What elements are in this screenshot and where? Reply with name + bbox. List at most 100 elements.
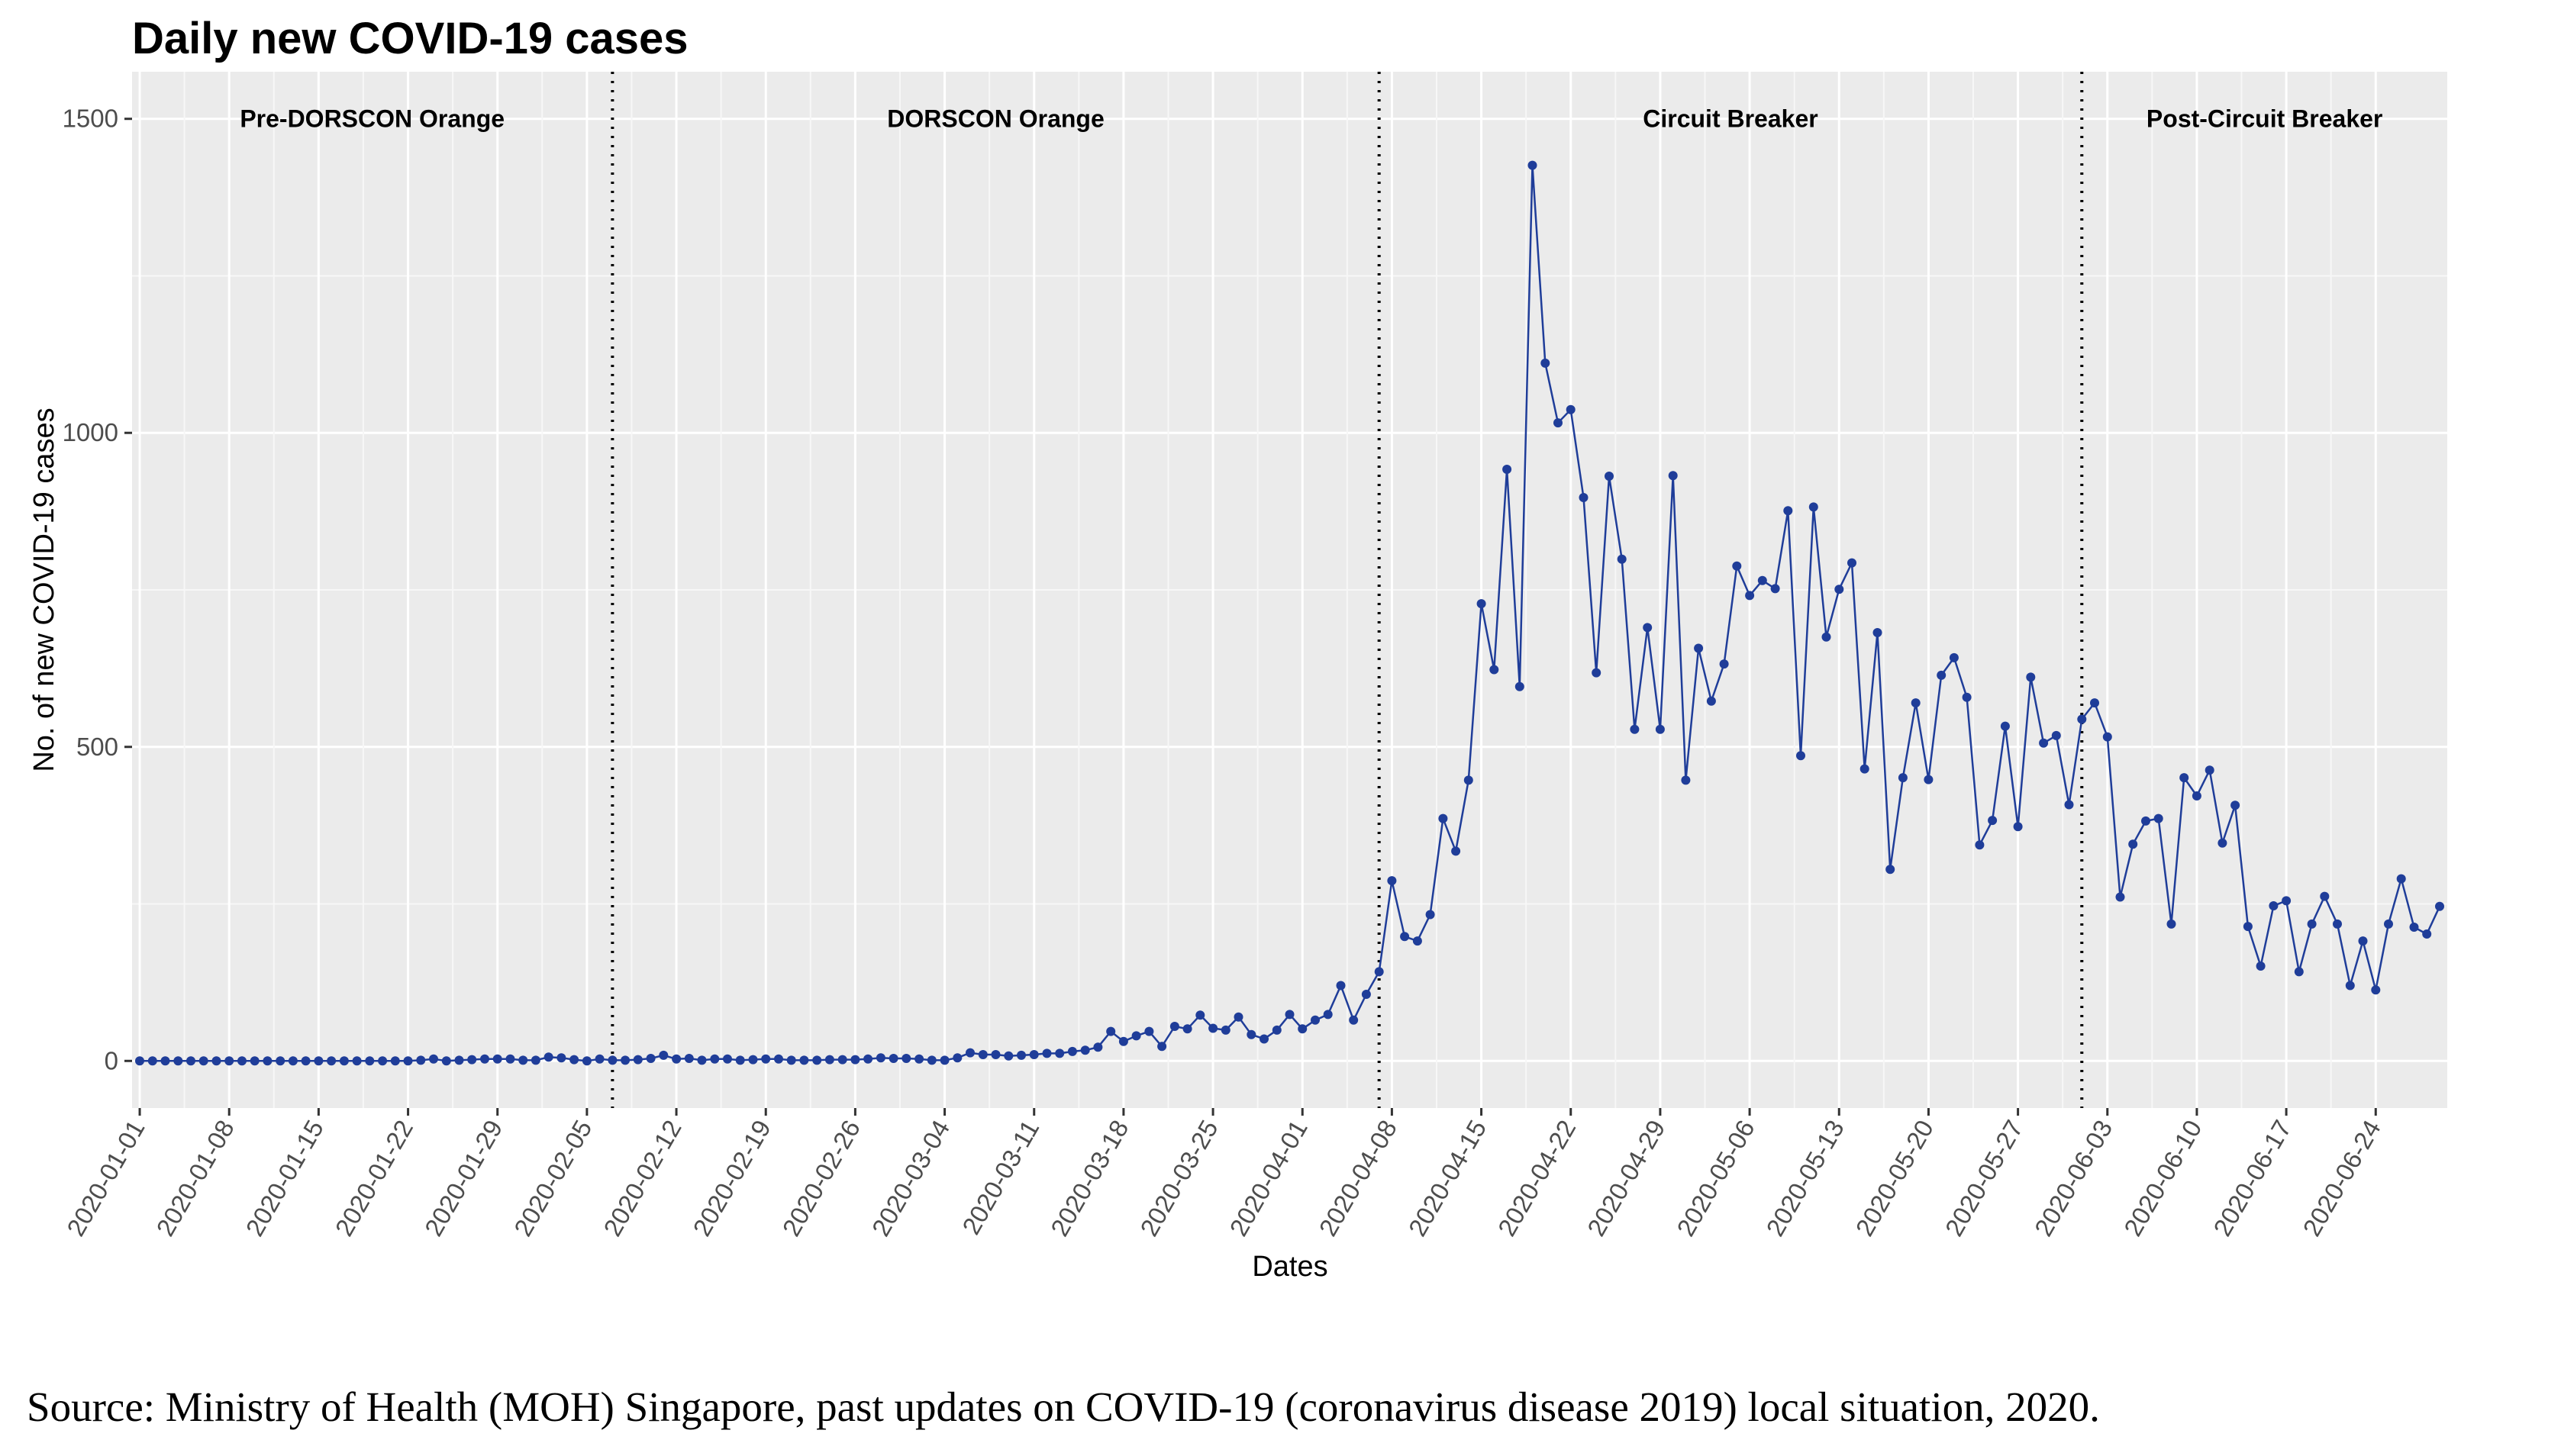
y-axis: 0 500 1000 1500 (63, 105, 132, 1074)
x-tick-label: 2020-05-13 (1760, 1115, 1849, 1241)
data-point (1694, 643, 1704, 653)
data-point (1336, 981, 1346, 991)
x-axis: 2020-01-01 2020-01-08 2020-01-15 2020-01-22… (61, 1108, 2386, 1241)
data-point (902, 1054, 911, 1063)
data-point (1451, 846, 1461, 856)
data-point (263, 1056, 273, 1066)
data-point (2153, 813, 2163, 823)
data-point (224, 1056, 234, 1066)
phase-label: DORSCON Orange (887, 105, 1104, 133)
data-point (1387, 876, 1397, 886)
data-point (1361, 990, 1371, 999)
data-point (2039, 738, 2049, 748)
data-point (978, 1050, 988, 1059)
data-point (748, 1055, 758, 1065)
x-tick-label: 2020-03-18 (1045, 1115, 1134, 1241)
data-point (2217, 838, 2227, 848)
x-tick-label: 2020-01-08 (150, 1115, 239, 1241)
x-tick-label: 2020-04-22 (1492, 1115, 1581, 1241)
data-point (940, 1055, 950, 1065)
data-point (1937, 670, 1947, 680)
data-point (582, 1056, 592, 1066)
data-point (633, 1055, 643, 1065)
data-point (774, 1054, 783, 1064)
phase-label: Post-Circuit Breaker (2147, 105, 2382, 133)
x-tick-label: 2020-01-01 (61, 1115, 150, 1241)
data-point (1247, 1029, 1256, 1039)
data-point (1668, 471, 1678, 481)
data-point (646, 1054, 656, 1063)
data-point (1234, 1012, 1243, 1022)
data-point (403, 1056, 413, 1066)
data-point (697, 1055, 707, 1065)
data-point (1489, 665, 1499, 675)
data-point (1349, 1015, 1359, 1025)
data-point (429, 1054, 438, 1064)
data-point (1272, 1025, 1282, 1035)
data-point (1106, 1026, 1116, 1036)
data-point (914, 1054, 924, 1064)
data-point (1298, 1024, 1308, 1034)
data-point (467, 1055, 477, 1065)
x-tick-label: 2020-03-11 (956, 1115, 1044, 1239)
data-point (1042, 1049, 1052, 1058)
data-point (505, 1054, 515, 1064)
data-point (2435, 901, 2444, 911)
data-point (365, 1056, 375, 1066)
data-point (1579, 493, 1589, 502)
data-point (1285, 1010, 1295, 1020)
data-point (1527, 160, 1537, 170)
data-point (2409, 923, 2419, 932)
x-tick-label: 2020-03-04 (866, 1115, 955, 1241)
data-point (2294, 967, 2304, 977)
x-tick-label: 2020-04-29 (1582, 1115, 1670, 1241)
data-point (1655, 724, 1665, 734)
data-point (1208, 1023, 1218, 1033)
data-point (966, 1048, 975, 1058)
data-point (543, 1052, 553, 1062)
data-point (2064, 800, 2074, 810)
data-point (1169, 1022, 1179, 1031)
data-point (761, 1054, 771, 1064)
data-point (2000, 721, 2010, 731)
data-point (1962, 692, 1972, 702)
x-tick-label: 2020-01-22 (330, 1115, 418, 1241)
data-point (991, 1050, 1001, 1059)
data-point (1323, 1010, 1333, 1020)
data-point (237, 1056, 247, 1066)
data-point (339, 1056, 349, 1066)
data-point (621, 1055, 631, 1065)
data-point (1553, 418, 1563, 428)
data-point (1157, 1042, 1167, 1052)
data-point (416, 1055, 426, 1065)
data-point (1400, 932, 1410, 942)
data-point (1080, 1045, 1090, 1055)
data-point (2282, 896, 2292, 906)
data-point (1463, 775, 1473, 785)
data-point (1144, 1026, 1154, 1036)
data-point (927, 1055, 937, 1065)
data-point (1118, 1036, 1128, 1046)
data-point (1847, 558, 1856, 568)
data-point (135, 1056, 144, 1066)
data-point (1681, 775, 1691, 785)
data-point (889, 1054, 898, 1063)
data-point (1182, 1024, 1192, 1034)
data-point (2243, 922, 2253, 932)
data-point (1885, 865, 1895, 875)
data-point (786, 1055, 796, 1065)
x-tick-label: 2020-01-15 (240, 1115, 329, 1241)
data-point (390, 1056, 400, 1066)
data-point (1514, 681, 1524, 691)
data-point (1004, 1051, 1014, 1061)
data-point (710, 1054, 720, 1064)
data-point (492, 1054, 502, 1064)
data-point (2051, 730, 2061, 740)
x-tick-label: 2020-06-10 (2118, 1115, 2207, 1241)
data-point (1808, 502, 1818, 512)
data-point (314, 1056, 324, 1066)
data-point (659, 1050, 669, 1060)
grid-lines (132, 72, 2447, 1108)
data-point (1260, 1034, 1269, 1044)
